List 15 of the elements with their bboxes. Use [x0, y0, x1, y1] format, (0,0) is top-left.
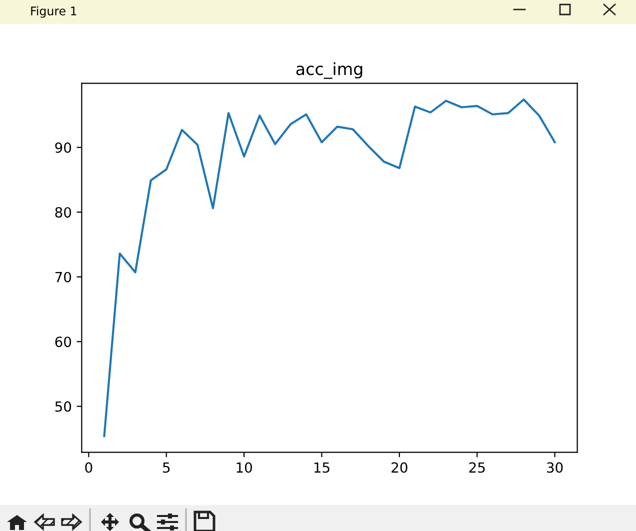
x-tick-label: 15 — [314, 462, 330, 473]
y-tick-label: 80 — [55, 207, 72, 218]
y-tick-label: 70 — [55, 272, 72, 282]
y-tick-label: 60 — [55, 336, 72, 348]
line-series — [103, 98, 556, 438]
caption: Figure 1 — [31, 6, 76, 18]
x-tick-label: 10 — [236, 462, 252, 473]
x-tick-label: 5 — [163, 462, 170, 473]
y-tick-label: 50 — [55, 401, 72, 412]
x-tick-label: 20 — [392, 462, 408, 473]
chart-title: acc_img — [296, 62, 362, 79]
x-tick-label: 30 — [546, 462, 563, 473]
y-tick-label: 90 — [55, 142, 72, 153]
x-tick-label: 25 — [469, 462, 485, 473]
x-tick-label: 0 — [85, 462, 92, 473]
